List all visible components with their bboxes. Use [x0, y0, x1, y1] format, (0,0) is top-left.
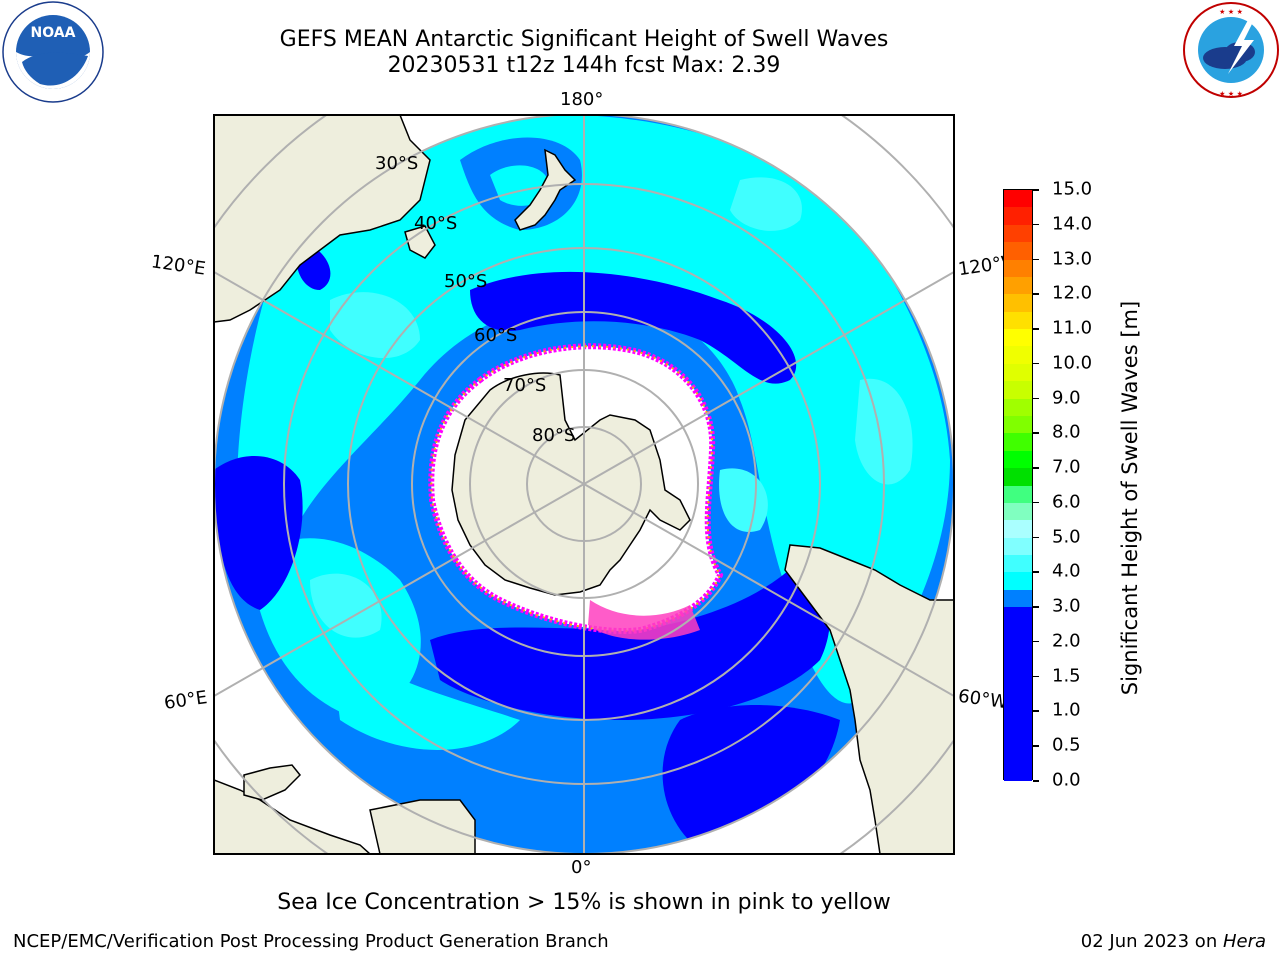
colorbar-bin: [1004, 468, 1032, 486]
colorbar-bin: [1004, 485, 1032, 504]
colorbar-tick-mark: [1033, 362, 1039, 365]
colorbar-tick-label: 7.0: [1052, 456, 1081, 478]
colorbar-tick-mark: [1033, 640, 1039, 643]
colorbar-tick-mark: [1033, 432, 1039, 434]
colorbar-bin: [1004, 329, 1032, 347]
colorbar-tick-mark: [1033, 258, 1039, 261]
colorbar-tick-label: 4.0: [1052, 560, 1081, 582]
colorbar-bin: [1004, 363, 1032, 382]
colorbar-bin: [1004, 711, 1032, 747]
lat-label-30: 30°S: [375, 153, 418, 174]
colorbar-bin: [1004, 433, 1032, 452]
colorbar-tick-mark: [1033, 606, 1039, 608]
colorbar-bin: [1004, 676, 1032, 712]
colorbar-tick-label: 14.0: [1052, 213, 1093, 235]
polar-map: 30°S 40°S 50°S 60°S 70°S 80°S: [213, 114, 955, 855]
lat-label-40: 40°S: [414, 213, 457, 234]
colorbar-bin: [1004, 398, 1032, 417]
colorbar-tick-label: 6.0: [1052, 491, 1081, 513]
colorbar-bin: [1004, 207, 1032, 226]
lat-label-50: 50°S: [444, 271, 487, 292]
antarctica: [451, 372, 691, 596]
colorbar-tick-mark: [1033, 189, 1039, 191]
colorbar-bin: [1004, 224, 1032, 243]
sea-ice-caption: Sea Ice Concentration > 15% is shown in …: [277, 890, 891, 915]
colorbar-tick-mark: [1033, 397, 1039, 400]
map-title: GEFS MEAN Antarctic Significant Height o…: [279, 27, 889, 52]
colorbar-bin: [1004, 294, 1032, 313]
svg-text:★ ★ ★: ★ ★ ★: [1219, 90, 1243, 98]
colorbar-tick-label: 10.0: [1052, 352, 1093, 374]
colorbar-tick-label: 0.5: [1052, 734, 1081, 756]
noaa-logo-text: NOAA: [31, 25, 76, 41]
colorbar-tick-label: 8.0: [1052, 421, 1081, 443]
colorbar-ticks: 15.0 14.0 13.0 12.0 11.0 10.0 9.0 8.0 7.0 6.0 5.0 4…: [1033, 0, 1112, 960]
colorbar-bin: [1004, 242, 1032, 261]
nws-logo: ★ ★ ★ ★ ★ ★: [1183, 2, 1279, 98]
colorbar-label: Significant Height of Swell Waves [m]: [1118, 300, 1142, 696]
colorbar-bin: [1004, 190, 1032, 208]
colorbar-bin: [1004, 589, 1032, 608]
colorbar-bin: [1004, 311, 1032, 330]
noaa-logo: NOAA: [2, 1, 104, 103]
lon-label-180: 180°: [560, 89, 604, 110]
colorbar-tick-label: 3.0: [1052, 595, 1081, 617]
colorbar-tick-label: 1.0: [1052, 699, 1081, 721]
colorbar-tick-label: 13.0: [1052, 248, 1093, 270]
colorbar-bin: [1004, 746, 1032, 782]
colorbar-bin: [1004, 502, 1032, 521]
colorbar-tick-mark: [1033, 536, 1039, 539]
lon-label-60e: 60°E: [162, 687, 209, 714]
colorbar-tick-mark: [1033, 467, 1039, 469]
colorbar-tick-label: 1.5: [1052, 665, 1081, 687]
colorbar-tick-mark: [1033, 745, 1039, 747]
colorbar-tick-label: 12.0: [1052, 282, 1093, 304]
lat-label-60: 60°S: [474, 325, 517, 346]
colorbar-tick-label: 0.0: [1052, 769, 1081, 791]
colorbar-tick-mark: [1033, 571, 1039, 573]
colorbar-bin: [1004, 346, 1032, 365]
colorbar-bin: [1004, 607, 1032, 643]
colorbar-bin: [1004, 415, 1032, 434]
colorbar-tick-mark: [1033, 780, 1039, 782]
colorbar-tick-mark: [1033, 501, 1039, 504]
graticule: [214, 115, 954, 854]
latitude-labels: 30°S 40°S 50°S 60°S 70°S 80°S: [375, 153, 575, 446]
lon-label-60w: 60°W: [956, 685, 1009, 714]
colorbar-bin: [1004, 259, 1032, 278]
colorbar-bin: [1004, 537, 1032, 556]
colorbar-tick-mark: [1033, 675, 1039, 678]
svg-text:★ ★ ★: ★ ★ ★: [1219, 8, 1243, 16]
colorbar-bin: [1004, 572, 1032, 591]
lat-label-80: 80°S: [532, 425, 575, 446]
colorbar-tick-label: 5.0: [1052, 526, 1081, 548]
footer-date: 02 Jun 2023 on Hera: [1081, 931, 1266, 952]
colorbar-bin: [1004, 555, 1032, 573]
colorbar-tick-mark: [1033, 223, 1039, 226]
colorbar-tick-label: 2.0: [1052, 630, 1081, 652]
lon-label-0: 0°: [571, 857, 592, 878]
colorbar-tick-mark: [1033, 328, 1039, 330]
colorbar-bin: [1004, 381, 1032, 400]
lat-label-70: 70°S: [503, 375, 546, 396]
colorbar-bin: [1004, 641, 1032, 678]
colorbar-tick-label: 9.0: [1052, 387, 1081, 409]
footer-machine: Hera: [1222, 931, 1266, 952]
colorbar-bin: [1004, 276, 1032, 295]
colorbar-tick-label: 11.0: [1052, 317, 1093, 339]
colorbar-bin: [1004, 450, 1032, 469]
colorbar-tick-mark: [1033, 293, 1039, 295]
footer-credit: NCEP/EMC/Verification Post Processing Pr…: [13, 931, 609, 952]
lon-label-120e: 120°E: [149, 251, 207, 280]
map-subtitle: 20230531 t12z 144h fcst Max: 2.39: [387, 53, 781, 78]
colorbar-tick-label: 15.0: [1052, 178, 1093, 200]
colorbar-tick-mark: [1033, 710, 1039, 712]
colorbar: [1003, 189, 1033, 782]
map-frame: [213, 114, 955, 855]
colorbar-bin: [1004, 520, 1032, 539]
footer-date-text: 02 Jun 2023 on: [1080, 931, 1223, 952]
